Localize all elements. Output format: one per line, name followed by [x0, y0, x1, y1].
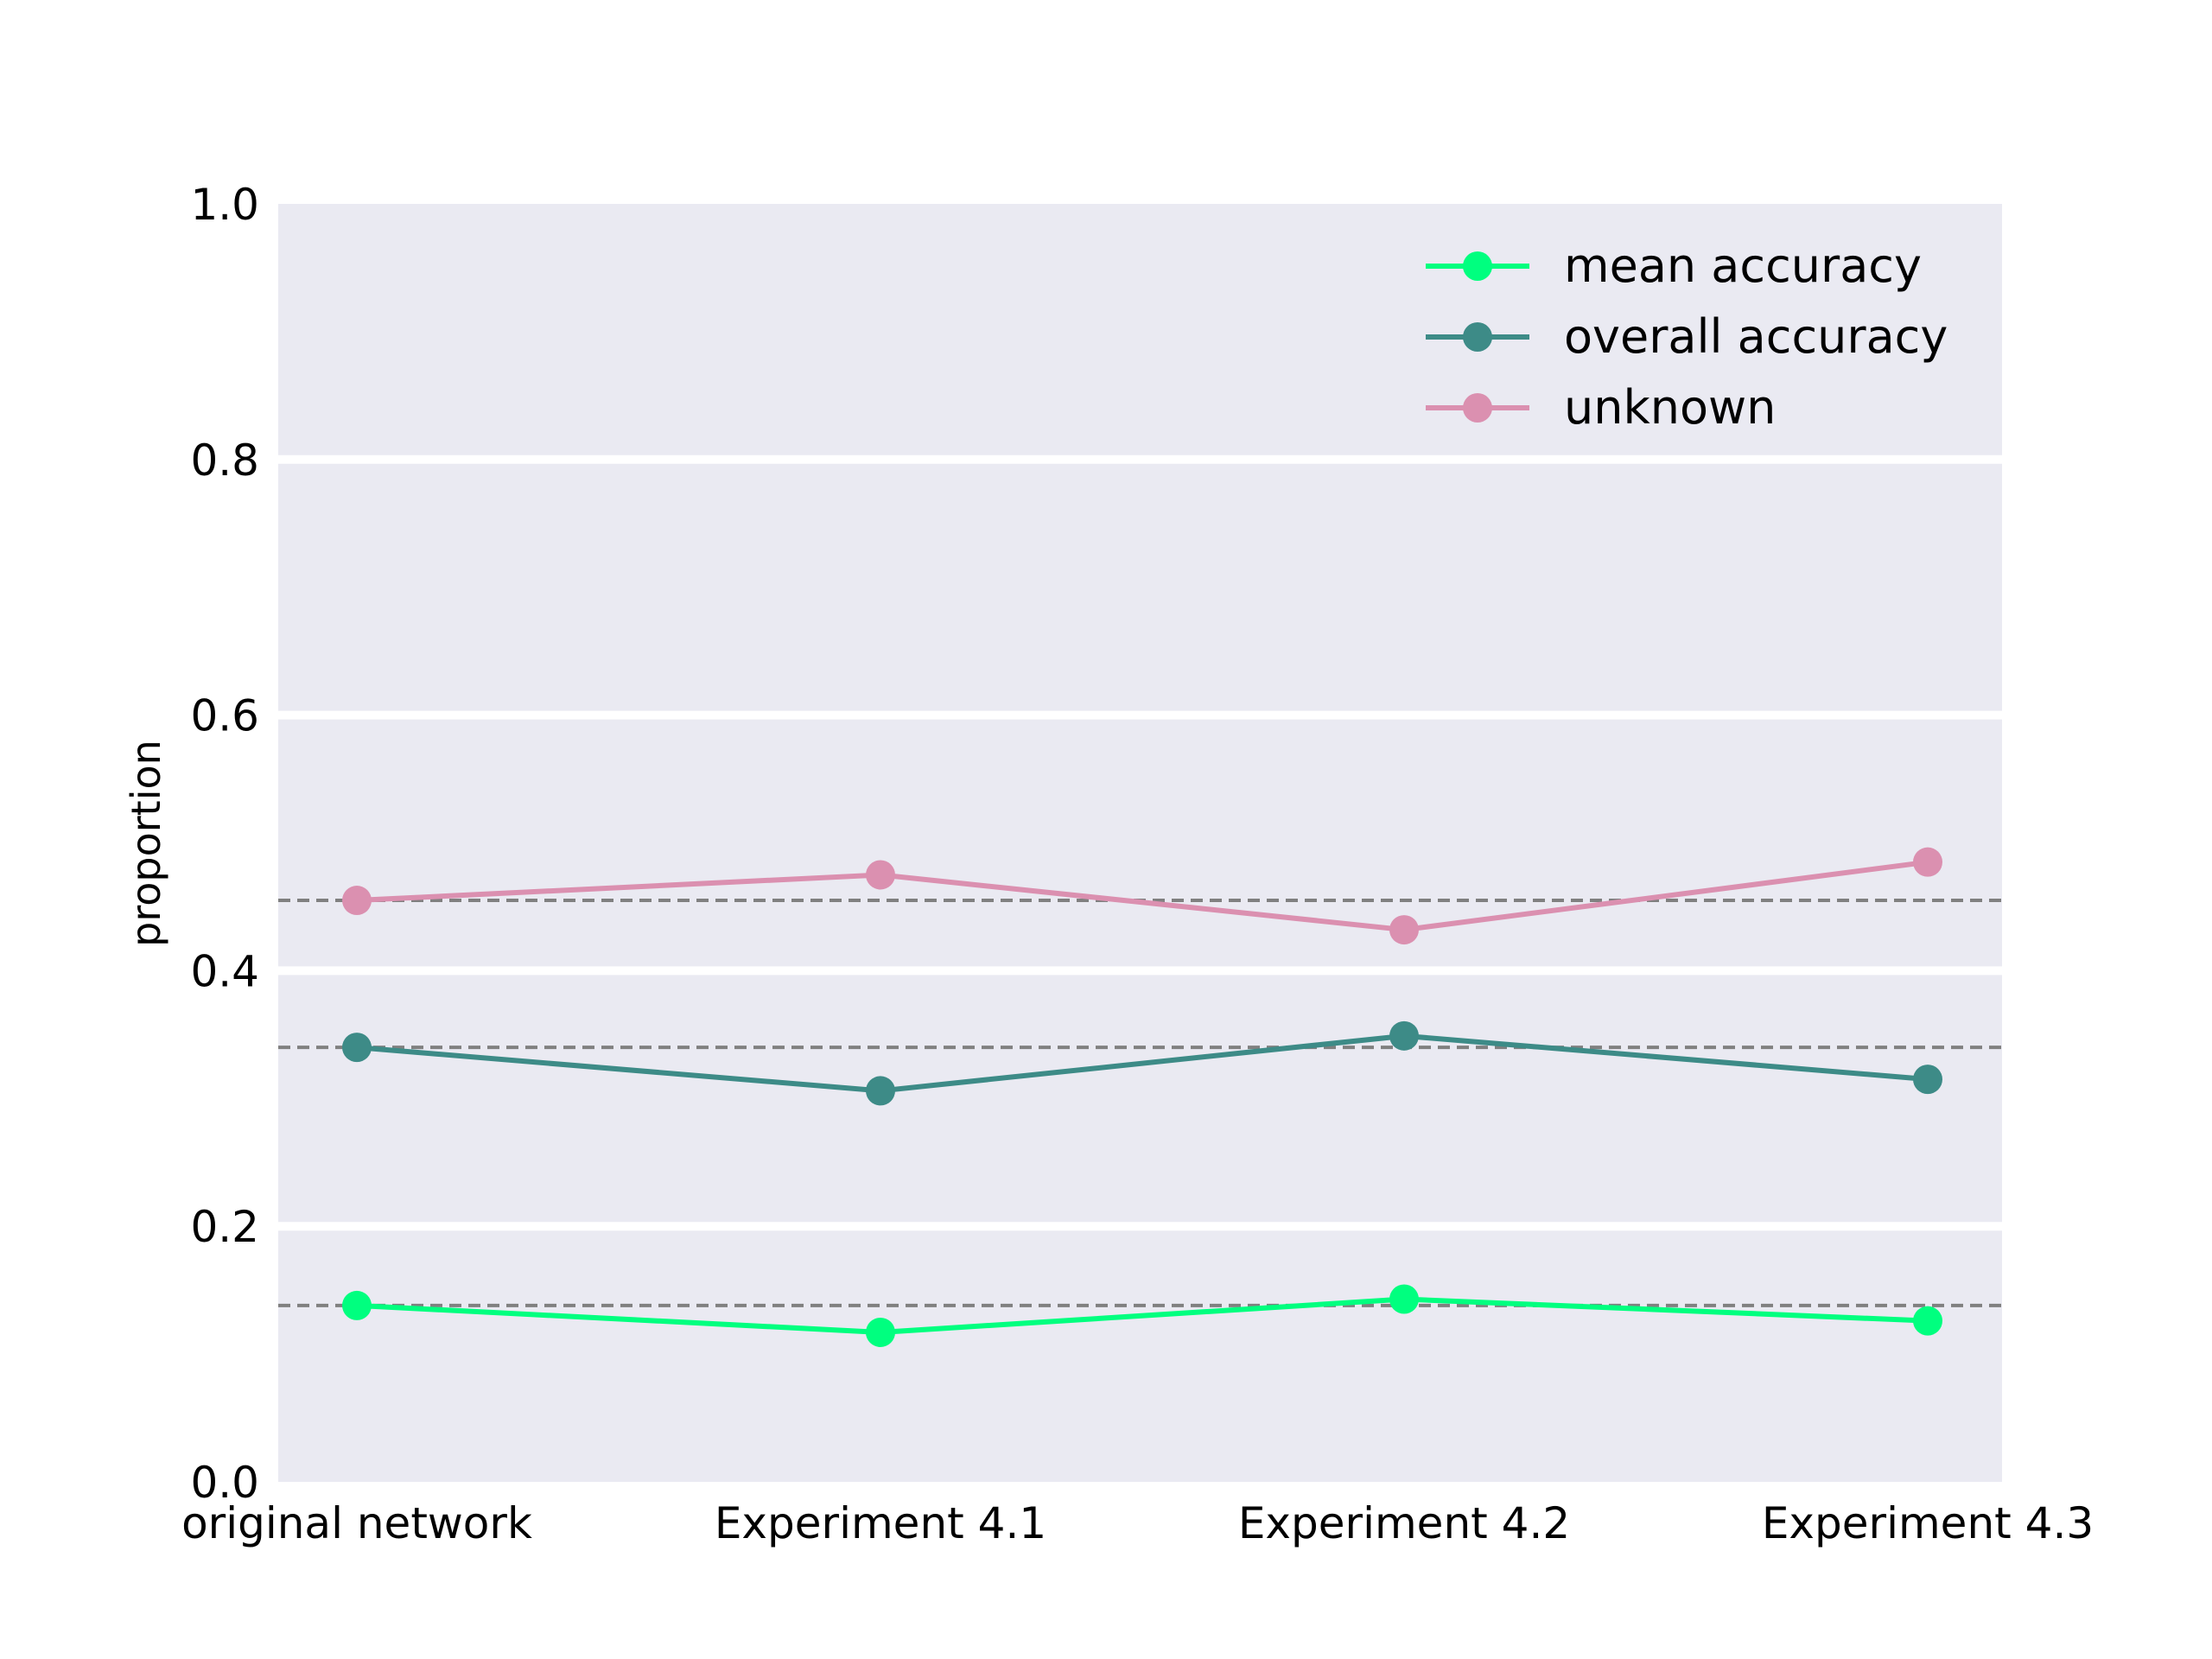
y-tick-label: 0.4: [190, 946, 259, 996]
y-tick-label: 0.0: [190, 1458, 259, 1508]
x-tick-label: Experiment 4.3: [1762, 1498, 2094, 1548]
y-tick-label: 0.8: [190, 435, 259, 486]
legend-marker: [1463, 322, 1492, 352]
series-line: [356, 1033, 1929, 1094]
y-axis-label: proportion: [123, 740, 169, 947]
data-point: [1389, 1284, 1419, 1314]
legend-marker: [1463, 251, 1492, 281]
data-point: [342, 886, 372, 916]
data-point: [1913, 1306, 1942, 1336]
legend-label: unknown: [1564, 380, 1776, 435]
grid-lines: [278, 454, 2002, 1231]
legend-marker: [1463, 393, 1492, 423]
data-point: [866, 1076, 895, 1106]
y-tick-label: 0.2: [190, 1202, 259, 1252]
y-tick-label: 0.6: [190, 691, 259, 741]
legend-label: overall accuracy: [1564, 309, 1948, 364]
x-tick-label: original network: [181, 1498, 532, 1548]
data-point: [1389, 1020, 1419, 1051]
x-tick-labels: original network Experiment 4.1 Experiment…: [181, 1498, 2094, 1548]
plot-area-background: [278, 204, 2002, 1482]
data-point: [1389, 915, 1419, 945]
data-point: [1913, 1065, 1942, 1095]
legend-label: mean accuracy: [1564, 238, 1922, 293]
data-point: [866, 860, 895, 890]
x-tick-label: Experiment 4.1: [715, 1498, 1046, 1548]
series-lines: [342, 847, 1942, 1347]
legend: mean accuracy overall accuracy unknown: [1426, 238, 1948, 435]
data-point: [342, 1290, 372, 1320]
y-tick-label: 1.0: [190, 180, 259, 230]
y-tick-labels: 0.0 0.2 0.4 0.6 0.8 1.0: [190, 180, 259, 1508]
series-line: [356, 1296, 1929, 1335]
series-line: [356, 859, 1929, 933]
x-tick-label: Experiment 4.2: [1238, 1498, 1570, 1548]
data-point: [1913, 847, 1942, 877]
data-point: [866, 1317, 895, 1347]
data-point: [342, 1033, 372, 1063]
